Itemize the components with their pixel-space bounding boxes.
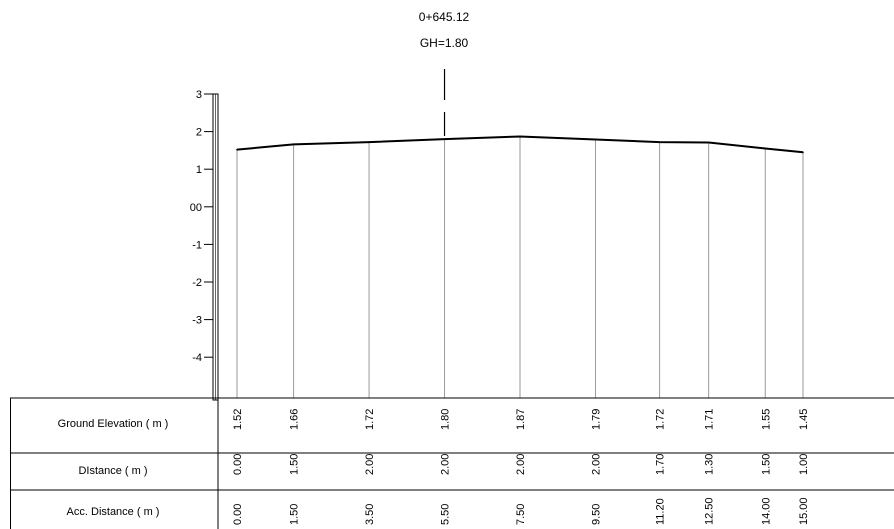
distance-value: 2.00 <box>440 454 452 475</box>
distance-value: 0.00 <box>232 454 244 475</box>
profile-point <box>594 138 597 141</box>
acc-distance-value: 0.00 <box>232 504 244 525</box>
scale-label: -3 <box>192 315 202 327</box>
scale-label: -1 <box>192 239 202 251</box>
distance-value: 2.00 <box>515 454 527 475</box>
acc-distance-value: 5.50 <box>440 504 452 525</box>
profile-point <box>658 141 661 143</box>
distance-value: 1.50 <box>760 454 772 475</box>
ground-profile-line <box>236 135 804 154</box>
profile-point <box>236 148 238 151</box>
scale-label: 1 <box>196 164 202 176</box>
elevation-scale: 3 2 1 00 -1 -2 -3 -4 <box>190 89 219 401</box>
distance-value: 1.30 <box>704 454 716 475</box>
acc-distance-value: 3.50 <box>364 504 376 525</box>
profile-point <box>802 151 804 154</box>
table-values: 1.52 1.66 1.72 1.80 1.87 1.79 1.72 1.71 1.55 1.45… <box>232 409 810 525</box>
distance-value: 2.00 <box>364 454 376 475</box>
acc-distance-value: 15.00 <box>798 497 810 525</box>
scale-label: 00 <box>190 202 202 214</box>
distance-value: 1.00 <box>798 454 810 475</box>
row-label-ground-elevation: Ground Elevation ( m ) <box>57 418 169 430</box>
ground-elevation-value: 1.72 <box>655 409 667 430</box>
distance-value: 1.50 <box>289 454 301 475</box>
ground-elevation-value: 1.52 <box>232 409 244 430</box>
data-table <box>10 397 894 529</box>
profile-point <box>764 147 767 150</box>
scale-label: -2 <box>192 277 202 289</box>
ground-elevation-value: 1.80 <box>440 409 452 430</box>
profile-point <box>707 141 710 144</box>
distance-value: 1.70 <box>655 454 667 475</box>
ground-elevation-value: 1.87 <box>515 409 527 430</box>
profile-point <box>292 143 295 146</box>
ground-elevation-value: 1.55 <box>760 409 772 430</box>
ground-profile <box>236 135 804 154</box>
ground-elevation-value: 1.45 <box>798 409 810 430</box>
station-verticals <box>236 136 804 398</box>
ground-elevation-value: 1.66 <box>289 409 301 430</box>
acc-distance-value: 9.50 <box>591 504 603 525</box>
distance-value: 2.00 <box>591 454 603 475</box>
acc-distance-value: 11.20 <box>655 498 667 525</box>
acc-distance-value: 12.50 <box>704 497 716 525</box>
acc-distance-value: 14.00 <box>760 497 772 525</box>
ground-height-label: GH=1.80 <box>419 36 469 50</box>
row-label-distance: DIstance ( m ) <box>78 465 148 477</box>
row-label-acc-distance: Acc. Distance ( m ) <box>66 506 160 518</box>
profile-point <box>443 138 446 140</box>
chainage-label: 0+645.12 <box>418 10 470 24</box>
ground-elevation-value: 1.71 <box>704 409 716 430</box>
profile-point <box>519 135 521 138</box>
ground-elevation-value: 1.72 <box>364 409 376 430</box>
acc-distance-value: 7.50 <box>515 504 527 525</box>
ground-elevation-value: 1.79 <box>591 409 603 430</box>
profile-point <box>368 141 370 143</box>
acc-distance-value: 1.50 <box>289 504 301 525</box>
scale-label: 2 <box>196 127 202 139</box>
scale-label: -4 <box>192 352 202 364</box>
scale-label: 3 <box>196 89 202 101</box>
